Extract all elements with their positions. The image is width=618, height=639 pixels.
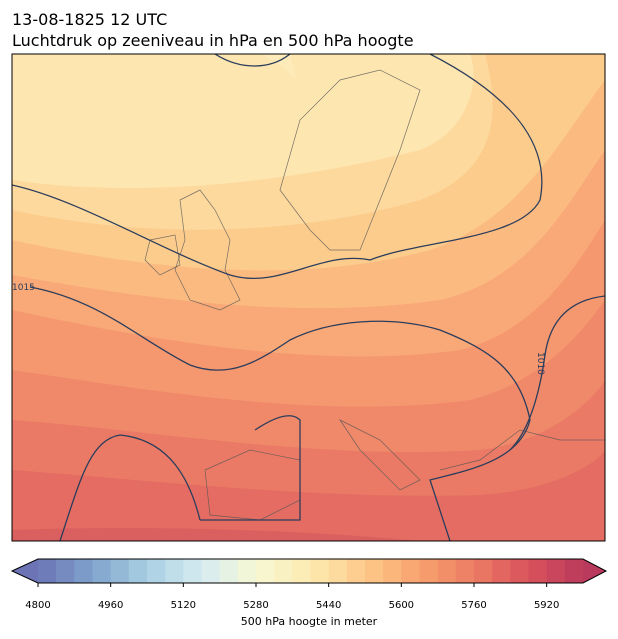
colorbar-extend-low: [12, 559, 38, 583]
colorbar-segment: [183, 559, 202, 583]
colorbar-segment: [237, 559, 257, 583]
colorbar-segment: [128, 559, 148, 583]
colorbar: 4800 4960 5120 5280 5440 5600 5760 5920: [10, 558, 608, 611]
coastline: [338, 419, 421, 491]
isobar: [59, 434, 201, 541]
band: [12, 450, 605, 541]
colorbar-segment: [328, 559, 348, 583]
colorbar-segment: [564, 559, 584, 583]
map-frame: [11, 53, 606, 542]
map-subtitle: Luchtdruk op zeeniveau in hPa en 500 hPa…: [12, 31, 414, 50]
colorbar-tick-label: 5760: [461, 600, 486, 611]
colorbar-segment: [165, 559, 184, 583]
colorbar-segment: [310, 559, 330, 583]
colorbar-segment: [437, 559, 457, 583]
contour-label: 1015: [12, 283, 35, 293]
isobar: [509, 295, 605, 451]
coastline: [279, 69, 421, 251]
colorbar-segment: [74, 559, 93, 583]
colorbar-tick-label: 5120: [171, 600, 196, 611]
colorbar-segment: [292, 559, 311, 583]
isobar: [214, 54, 291, 67]
coastline: [144, 234, 181, 276]
map-title: 13-08-1825 12 UTC: [12, 10, 167, 29]
colorbar-segment: [401, 559, 420, 583]
isobar: [12, 54, 543, 280]
contour-label: 1010: [535, 352, 545, 375]
colorbar-segment: [56, 559, 75, 583]
coastline: [439, 429, 605, 471]
colorbar-segment: [219, 559, 239, 583]
colorbar-label: 500 hPa hoogte in meter: [241, 615, 378, 628]
colorbar-segment: [383, 559, 402, 583]
colorbar-tick-label: 5600: [389, 600, 414, 611]
isobar: [29, 286, 531, 541]
colorbar-segment: [346, 559, 366, 583]
band: [12, 54, 296, 79]
colorbar-segment: [492, 559, 511, 583]
colorbar-tick-label: 4960: [98, 600, 123, 611]
colorbar-segment: [147, 559, 166, 583]
colorbar-segment: [201, 559, 221, 583]
coastline: [174, 189, 241, 311]
colorbar-tick-label: 5440: [316, 600, 341, 611]
colorbar-segment: [528, 559, 548, 583]
colorbar-tick-label: 4800: [25, 600, 50, 611]
colorbar-segment: [474, 559, 493, 583]
isobar: [200, 415, 301, 521]
colorbar-segment: [419, 559, 439, 583]
band: [12, 528, 420, 541]
colorbar-segment: [510, 559, 529, 583]
colorbar-segment: [110, 559, 130, 583]
colorbar-tick-label: 5280: [243, 600, 268, 611]
colorbar-segment: [546, 559, 566, 583]
colorbar-segment: [365, 559, 384, 583]
colorbar-segment: [38, 559, 57, 583]
colorbar-segment: [256, 559, 275, 583]
colorbar-segment: [455, 559, 475, 583]
colorbar-tick-label: 5920: [534, 600, 559, 611]
colorbar-segment: [92, 559, 112, 583]
colorbar-segment: [274, 559, 293, 583]
map: 1015 1010: [12, 54, 605, 541]
colorbar-extend-high: [583, 559, 606, 583]
